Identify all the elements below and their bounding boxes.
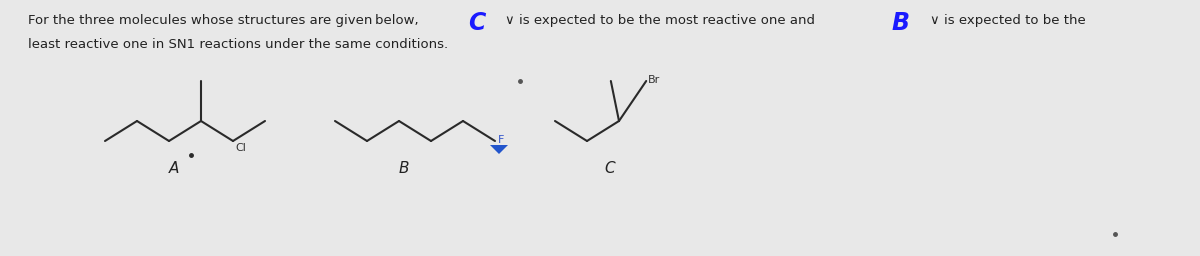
Text: B: B bbox=[892, 11, 910, 35]
Text: For the three molecules whose structures are given below,: For the three molecules whose structures… bbox=[28, 14, 419, 27]
Text: Cl: Cl bbox=[235, 143, 246, 153]
Text: C: C bbox=[468, 11, 485, 35]
Text: ∨ is expected to be the: ∨ is expected to be the bbox=[930, 14, 1086, 27]
Text: F: F bbox=[498, 135, 504, 145]
Text: B: B bbox=[398, 161, 409, 176]
Text: C: C bbox=[604, 161, 614, 176]
Text: A: A bbox=[169, 161, 179, 176]
Text: ∨ is expected to be the most reactive one and: ∨ is expected to be the most reactive on… bbox=[505, 14, 815, 27]
Text: Br: Br bbox=[648, 75, 660, 85]
Text: least reactive one in SN1 reactions under the same conditions.: least reactive one in SN1 reactions unde… bbox=[28, 38, 448, 51]
Polygon shape bbox=[490, 145, 508, 154]
